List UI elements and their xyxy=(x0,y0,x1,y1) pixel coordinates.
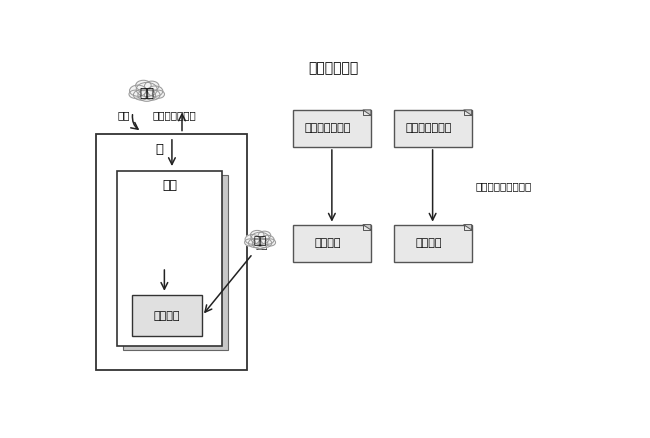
Circle shape xyxy=(251,232,269,244)
Text: 呼吸の仕組み: 呼吸の仕組み xyxy=(308,61,358,75)
Text: 低酸素性肺血管攣縮: 低酸素性肺血管攣縮 xyxy=(476,181,532,191)
Text: 毛細血管: 毛細血管 xyxy=(153,311,180,321)
Circle shape xyxy=(258,239,272,247)
Polygon shape xyxy=(363,225,371,230)
FancyBboxPatch shape xyxy=(292,110,371,147)
Text: 肺: 肺 xyxy=(156,143,164,156)
Circle shape xyxy=(265,239,276,246)
Circle shape xyxy=(144,81,159,91)
Polygon shape xyxy=(463,110,472,115)
Circle shape xyxy=(252,238,268,249)
Circle shape xyxy=(144,90,160,100)
Circle shape xyxy=(261,235,274,244)
FancyBboxPatch shape xyxy=(96,134,248,370)
Circle shape xyxy=(245,234,259,244)
FancyBboxPatch shape xyxy=(393,110,472,147)
Text: 換気の良い肺胞: 換気の良い肺胞 xyxy=(305,124,351,134)
Circle shape xyxy=(136,82,157,96)
Circle shape xyxy=(138,89,155,101)
Text: 酸素供給: 酸素供給 xyxy=(144,285,169,295)
FancyBboxPatch shape xyxy=(292,225,371,261)
Circle shape xyxy=(258,231,270,240)
FancyBboxPatch shape xyxy=(131,295,202,336)
FancyBboxPatch shape xyxy=(116,171,222,346)
Text: 血液: 血液 xyxy=(254,237,266,247)
Circle shape xyxy=(148,86,162,96)
Circle shape xyxy=(248,239,262,247)
Text: 換気の悪い肺胞: 換気の悪い肺胞 xyxy=(406,124,452,134)
Circle shape xyxy=(152,90,164,98)
Circle shape xyxy=(133,90,149,100)
Text: 肺胞: 肺胞 xyxy=(162,180,177,192)
Text: 二酸化炭素排出: 二酸化炭素排出 xyxy=(153,110,196,120)
Circle shape xyxy=(136,80,151,91)
FancyBboxPatch shape xyxy=(393,225,472,261)
Text: 血流減少: 血流減少 xyxy=(415,238,442,248)
Circle shape xyxy=(244,239,255,246)
Polygon shape xyxy=(463,225,472,230)
Text: 血流増加: 血流増加 xyxy=(315,238,341,248)
Polygon shape xyxy=(363,110,371,115)
FancyBboxPatch shape xyxy=(123,175,228,350)
Text: 空気: 空気 xyxy=(139,87,154,99)
Circle shape xyxy=(129,90,141,98)
Text: 血流: 血流 xyxy=(255,240,268,250)
Circle shape xyxy=(250,230,264,240)
Circle shape xyxy=(129,85,146,96)
Text: 換気: 換気 xyxy=(118,110,130,120)
